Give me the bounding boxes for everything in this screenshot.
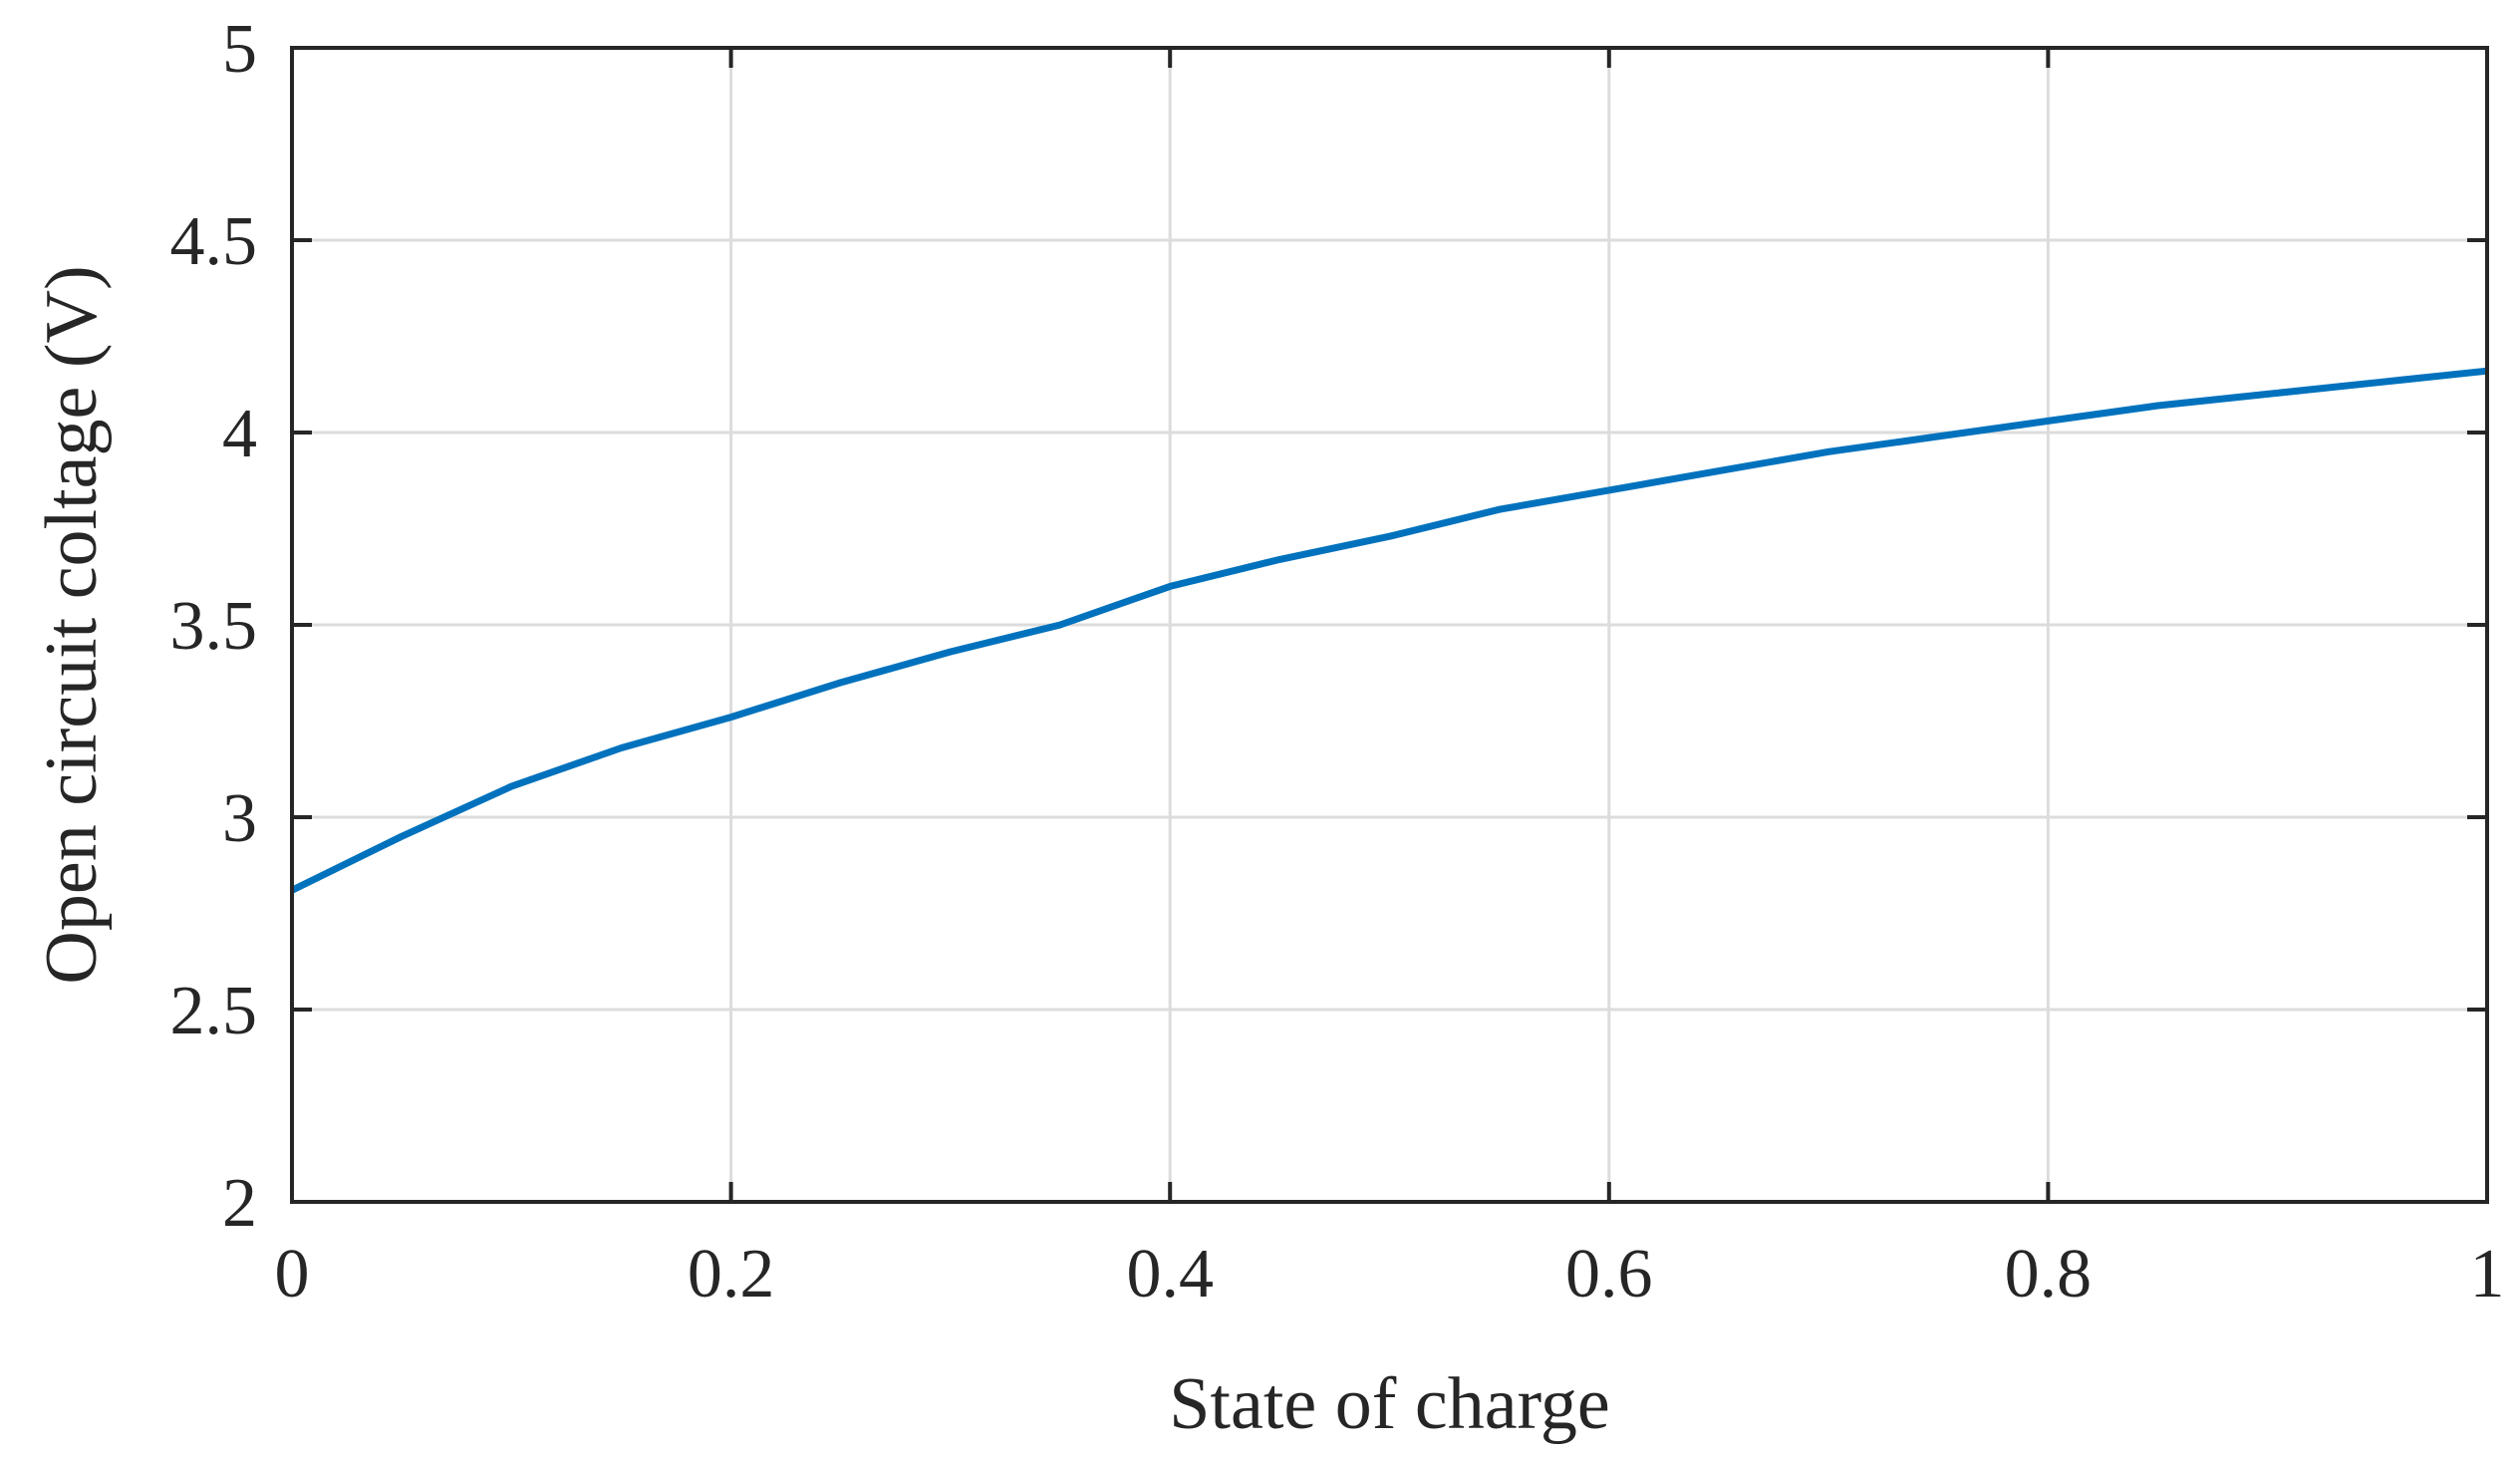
grid-lines	[292, 48, 2487, 1202]
y-tick-label: 2.5	[170, 973, 258, 1049]
y-tick-label: 4.5	[170, 203, 258, 280]
x-tick-labels: 0 0.2 0.4 0.6 0.8 1	[275, 1236, 2505, 1313]
tick-marks	[290, 46, 2489, 1204]
x-tick-label: 0.4	[1126, 1236, 1214, 1313]
series-line	[290, 367, 2488, 894]
series-layer	[290, 367, 2488, 894]
x-tick-label: 0	[275, 1236, 310, 1313]
x-tick-label: 1	[2470, 1236, 2505, 1313]
x-tick-label: 0.6	[1565, 1236, 1653, 1313]
y-tick-label: 3.5	[170, 588, 258, 665]
y-axis-title: Open circuit coltage (V)	[31, 265, 113, 984]
y-tick-label: 4	[222, 396, 257, 472]
x-axis-title: State of charge	[1169, 1363, 1609, 1445]
y-tick-label: 3	[222, 780, 257, 857]
x-tick-label: 0.8	[2005, 1236, 2093, 1313]
y-tick-labels: 2 2.5 3 3.5 4 4.5 5	[170, 11, 258, 1242]
y-tick-label: 2	[222, 1165, 257, 1242]
y-tick-label: 5	[222, 11, 257, 88]
x-tick-label: 0.2	[688, 1236, 775, 1313]
